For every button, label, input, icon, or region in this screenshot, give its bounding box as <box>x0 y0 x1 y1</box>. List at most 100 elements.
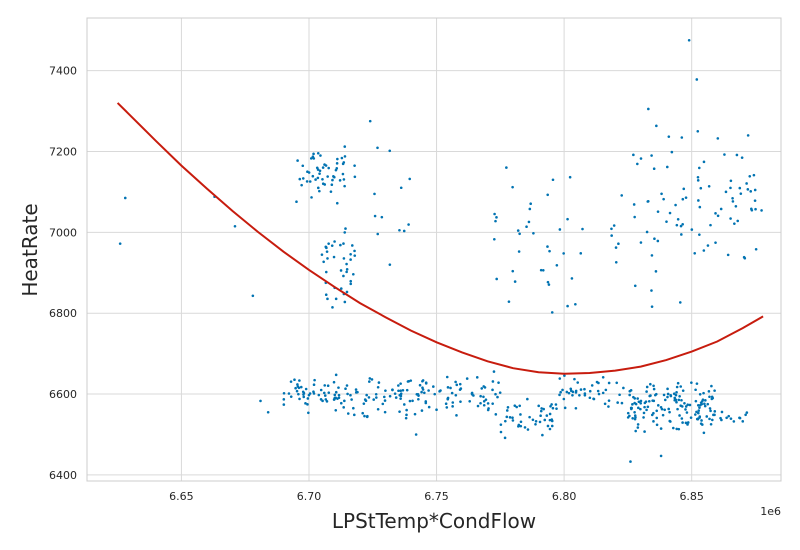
scatter-points <box>118 38 763 463</box>
scatter-point <box>563 374 566 377</box>
scatter-point <box>335 201 339 205</box>
scatter-point <box>455 414 458 417</box>
scatter-point <box>636 162 639 166</box>
scatter-point <box>312 157 316 160</box>
scatter-point <box>526 428 530 431</box>
scatter-point <box>505 166 508 169</box>
scatter-point <box>294 386 297 390</box>
scatter-point <box>633 215 636 219</box>
scatter-point <box>592 397 595 401</box>
scatter-point <box>561 388 564 392</box>
scatter-point <box>316 168 320 171</box>
scatter-point <box>330 244 334 247</box>
scatter-point <box>595 380 599 384</box>
scatter-point <box>583 392 587 395</box>
scatter-point <box>383 410 387 414</box>
scatter-point <box>682 187 686 191</box>
scatter-point <box>454 380 457 384</box>
scatter-point <box>325 400 329 403</box>
scatter-point <box>610 227 613 231</box>
scatter-point <box>734 204 738 208</box>
scatter-point <box>630 406 634 410</box>
scatter-point <box>656 404 660 407</box>
scatter-point <box>259 399 262 403</box>
scatter-point <box>596 389 600 393</box>
scatter-point <box>319 388 323 392</box>
scatter-point <box>316 151 320 155</box>
scatter-point <box>681 421 684 424</box>
y-axis-ticks: 6400 6600 6800 7000 7200 7400 <box>49 65 77 482</box>
scatter-point <box>694 413 697 416</box>
scatter-point <box>435 408 438 412</box>
scatter-point <box>350 244 354 247</box>
scatter-point <box>696 130 700 133</box>
scatter-point <box>299 385 303 389</box>
scatter-point <box>420 390 423 394</box>
scatter-point <box>318 189 321 193</box>
scatter-point <box>713 410 717 413</box>
scatter-point <box>750 207 753 211</box>
scatter-point <box>511 269 515 273</box>
scatter-point <box>304 387 308 391</box>
scatter-point <box>342 257 346 260</box>
scatter-point <box>645 408 648 412</box>
scatter-point <box>680 417 684 420</box>
scatter-point <box>343 145 347 148</box>
scatter-point <box>362 402 366 405</box>
scatter-point <box>684 421 688 425</box>
scatter-point <box>710 384 713 388</box>
scatter-point <box>707 184 711 188</box>
scatter-point <box>684 408 687 411</box>
y-tick-label: 6800 <box>49 307 77 320</box>
scatter-point <box>661 413 665 417</box>
scatter-point <box>646 199 650 203</box>
scatter-point <box>326 257 329 260</box>
scatter-point <box>397 389 400 393</box>
scatter-point <box>377 381 381 384</box>
scatter-point <box>327 391 331 394</box>
scatter-point <box>445 406 449 409</box>
scatter-point <box>487 407 490 410</box>
scatter-point <box>518 232 521 236</box>
scatter-point <box>708 407 712 410</box>
scatter-point <box>495 216 498 219</box>
scatter-point <box>344 227 347 230</box>
scatter-point <box>639 407 642 411</box>
scatter-point <box>681 197 685 201</box>
scatter-point <box>352 272 355 276</box>
scatter-point <box>645 385 649 389</box>
scatter-point <box>450 391 454 395</box>
scatter-point <box>366 414 369 418</box>
scatter-point <box>731 200 735 203</box>
scatter-point <box>298 379 301 382</box>
scatter-point <box>342 242 345 245</box>
scatter-point <box>432 385 435 388</box>
scatter-point <box>667 407 670 411</box>
scatter-point <box>341 172 345 176</box>
scatter-point <box>349 258 352 261</box>
scatter-point <box>326 297 329 301</box>
scatter-point <box>316 176 320 180</box>
scatter-point <box>655 423 659 427</box>
scatter-point <box>642 411 646 415</box>
scatter-point <box>475 376 479 379</box>
scatter-point <box>375 396 378 399</box>
scatter-point <box>733 222 736 225</box>
scatter-point <box>637 406 640 410</box>
scatter-point <box>519 424 523 428</box>
scatter-point <box>322 260 325 264</box>
scatter-point <box>719 416 722 420</box>
scatter-point <box>388 149 392 153</box>
scatter-point <box>309 157 313 160</box>
scatter-point <box>308 180 312 183</box>
scatter-point <box>696 179 700 182</box>
scatter-point <box>446 397 450 401</box>
scatter-point <box>289 395 293 398</box>
scatter-point <box>695 382 699 385</box>
scatter-point <box>719 207 723 211</box>
scatter-point <box>738 186 742 190</box>
scatter-point <box>726 253 730 257</box>
scatter-point <box>287 392 291 395</box>
scatter-point <box>631 403 634 406</box>
scatter-point <box>527 220 531 224</box>
